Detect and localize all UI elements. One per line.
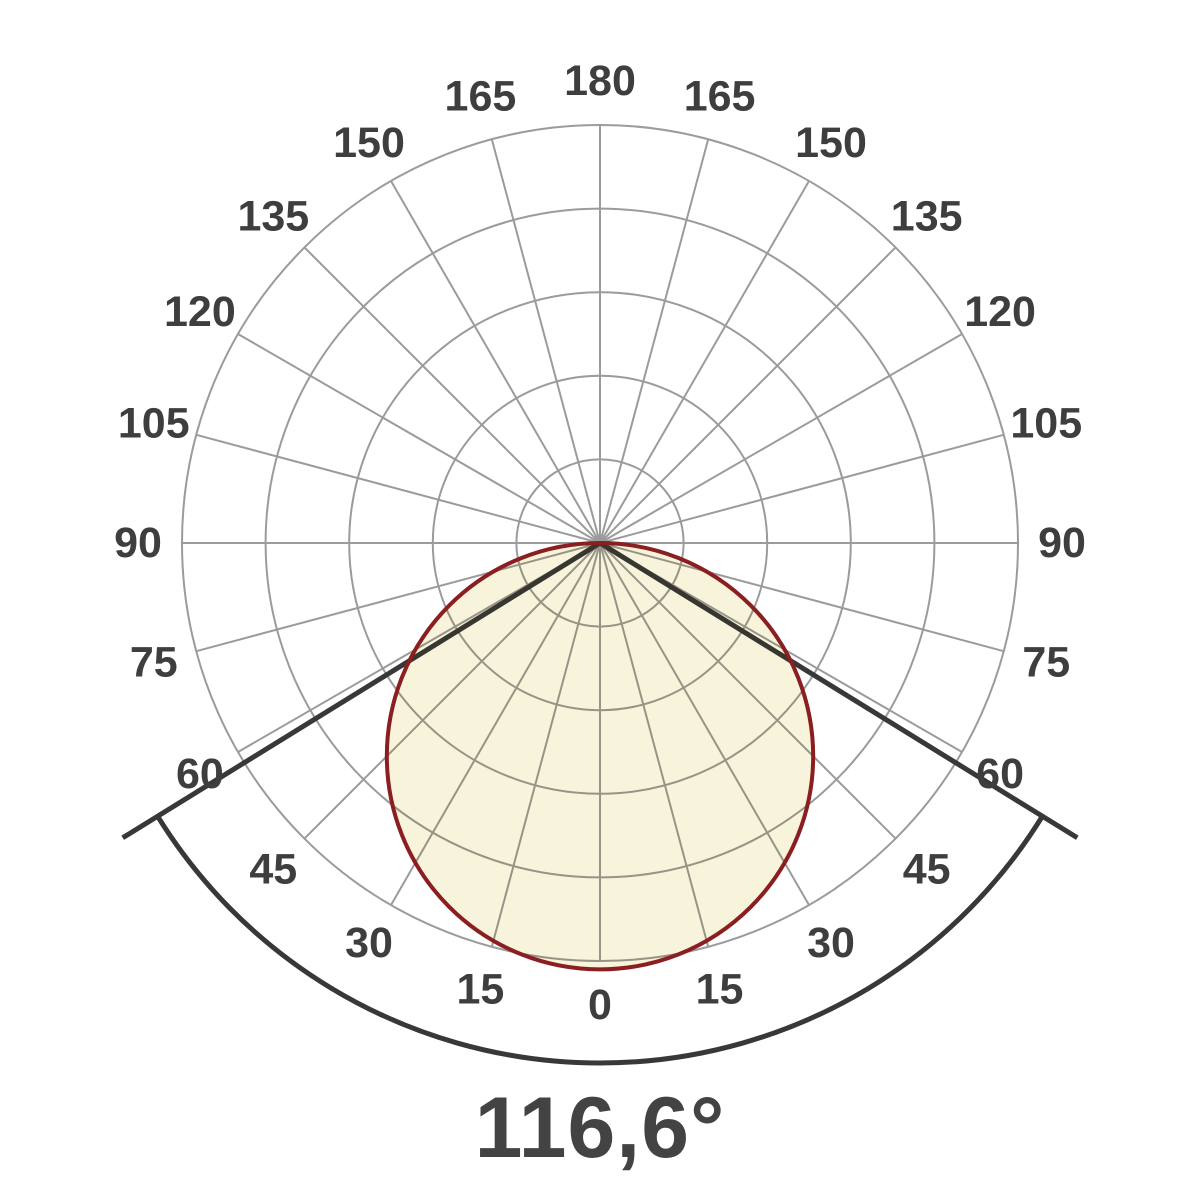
angle-tick-label: 90 — [114, 519, 162, 567]
angle-tick-label: 0 — [588, 981, 612, 1029]
angle-tick-label: 135 — [891, 192, 963, 240]
intensity-lobe-fill — [386, 543, 814, 970]
angle-tick-label: 135 — [237, 192, 309, 240]
angle-tick-label: 75 — [130, 639, 178, 687]
angle-tick-label: 60 — [176, 750, 224, 798]
grid-radial-line — [237, 333, 601, 544]
grid-radial-line — [599, 333, 963, 544]
angle-tick-label: 15 — [696, 965, 744, 1013]
angle-tick-label: 30 — [807, 919, 855, 967]
angle-tick-label: 90 — [1038, 519, 1086, 567]
grid-radial-line — [195, 433, 601, 544]
grid-radial-line — [303, 246, 601, 544]
grid-radial-line — [390, 180, 601, 544]
grid-radial-line — [599, 246, 897, 544]
angle-tick-label: 60 — [976, 750, 1024, 798]
grid-radial-line — [599, 180, 810, 544]
intensity-lobe-outline — [384, 541, 816, 972]
angle-tick-label: 150 — [795, 119, 867, 167]
beam-angle-caption: 116,6° — [474, 1080, 726, 1176]
angle-tick-label: 15 — [457, 965, 505, 1013]
angle-tick-label: 120 — [164, 288, 236, 336]
angle-tick-label: 75 — [1022, 639, 1070, 687]
grid-radial-line — [599, 138, 710, 544]
angle-tick-label: 165 — [684, 73, 756, 121]
angle-tick-label: 105 — [118, 399, 190, 447]
angle-tick-label: 45 — [903, 846, 951, 894]
angle-tick-label: 45 — [249, 846, 297, 894]
grid-radial-line — [490, 138, 601, 544]
angle-tick-label: 120 — [964, 288, 1036, 336]
angle-tick-label: 180 — [564, 57, 636, 105]
beam-arc — [155, 814, 1045, 1066]
angle-tick-label: 165 — [445, 73, 517, 121]
angle-tick-label: 150 — [333, 119, 405, 167]
angle-tick-label: 105 — [1010, 399, 1082, 447]
grid-radial-line — [599, 433, 1005, 544]
intensity-lobe — [384, 541, 816, 972]
angle-tick-label: 30 — [345, 919, 393, 967]
